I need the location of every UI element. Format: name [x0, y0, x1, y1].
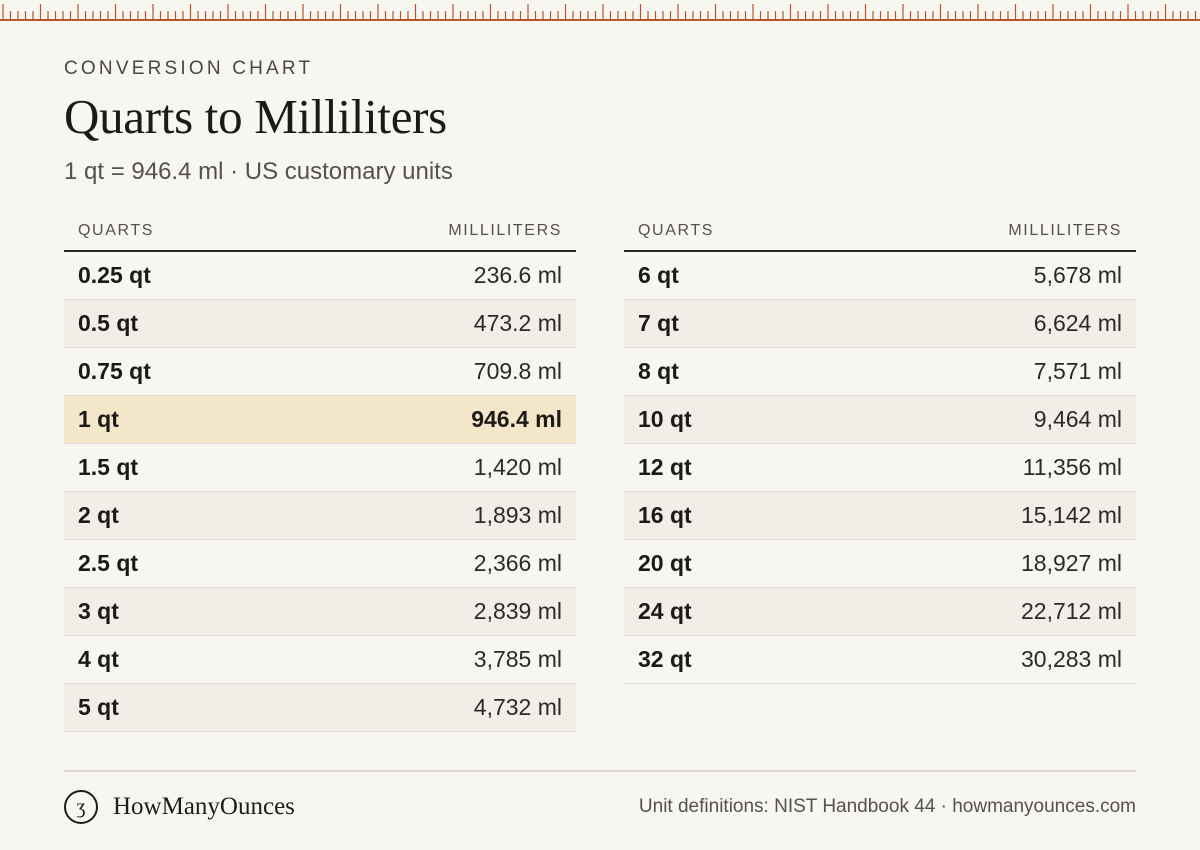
quarts-value: 24 qt — [638, 598, 692, 624]
column-header-quarts: QUARTS — [78, 222, 154, 239]
ounce-symbol-icon: ʒ — [64, 790, 98, 824]
quarts-value: 4 qt — [78, 646, 119, 672]
milliliters-value: 2,366 ml — [473, 550, 562, 576]
table-row: 12 qt 11,356 ml — [624, 444, 1136, 492]
column-header-milliliters: MILLILITERS — [448, 222, 562, 239]
table-row: 4 qt 3,785 ml — [64, 636, 576, 684]
table-body: 6 qt 5,678 ml 7 qt 6,624 ml 8 qt 7,571 ml 10 q… — [624, 252, 1136, 684]
milliliters-value: 2,839 ml — [473, 598, 562, 624]
table-row: 2 qt 1,893 ml — [64, 492, 576, 540]
milliliters-value: 18,927 ml — [1020, 550, 1122, 576]
quarts-value: 0.5 qt — [78, 310, 139, 336]
table-row: 32 qt 30,283 ml — [624, 636, 1136, 684]
quarts-value: 2.5 qt — [78, 550, 139, 576]
table-header: QUARTS MILLILITERS — [64, 212, 576, 252]
table-row: 24 qt 22,712 ml — [624, 588, 1136, 636]
milliliters-value: 4,732 ml — [473, 694, 562, 720]
quarts-value: 7 qt — [638, 310, 679, 336]
quarts-value: 2 qt — [78, 502, 119, 528]
milliliters-value: 1,893 ml — [473, 502, 562, 528]
milliliters-value: 1,420 ml — [473, 454, 562, 480]
milliliters-value: 22,712 ml — [1020, 598, 1122, 624]
quarts-value: 0.75 qt — [78, 358, 151, 384]
page-subtitle: 1 qt = 946.4 ml · US customary units — [64, 158, 453, 185]
quarts-value: 1 qt — [78, 406, 119, 432]
table-row: 5 qt 4,732 ml — [64, 684, 576, 732]
table-row: 3 qt 2,839 ml — [64, 588, 576, 636]
milliliters-value: 9,464 ml — [1033, 406, 1122, 432]
milliliters-value: 15,142 ml — [1020, 502, 1122, 528]
column-header-milliliters: MILLILITERS — [1008, 222, 1122, 239]
milliliters-value: 7,571 ml — [1033, 358, 1122, 384]
brand-name: HowManyOunces — [113, 793, 295, 820]
source-note: Unit definitions: NIST Handbook 44 · how… — [638, 796, 1136, 817]
quarts-value: 16 qt — [638, 502, 692, 528]
milliliters-value: 709.8 ml — [473, 358, 562, 384]
table-row: 2.5 qt 2,366 ml — [64, 540, 576, 588]
footer-divider — [64, 770, 1136, 772]
milliliters-value: 11,356 ml — [1022, 454, 1122, 480]
milliliters-value: 6,624 ml — [1033, 310, 1122, 336]
quarts-value: 0.25 qt — [78, 262, 151, 288]
milliliters-value: 3,785 ml — [473, 646, 562, 672]
table-row: 20 qt 18,927 ml — [624, 540, 1136, 588]
table-row: 0.5 qt 473.2 ml — [64, 300, 576, 348]
quarts-value: 6 qt — [638, 262, 679, 288]
ruler-decoration — [0, 4, 1200, 21]
quarts-value: 1.5 qt — [78, 454, 139, 480]
page-title: Quarts to Milliliters — [64, 89, 447, 144]
quarts-value: 20 qt — [638, 550, 692, 576]
table-row: 0.25 qt 236.6 ml — [64, 252, 576, 300]
quarts-value: 32 qt — [638, 646, 692, 672]
quarts-value: 5 qt — [78, 694, 119, 720]
milliliters-value: 236.6 ml — [473, 262, 562, 288]
column-header-quarts: QUARTS — [638, 222, 714, 239]
quarts-value: 12 qt — [638, 454, 692, 480]
brand-logo[interactable]: ʒ HowManyOunces — [64, 790, 295, 824]
conversion-table-right: QUARTS MILLILITERS 6 qt 5,678 ml 7 qt 6,624… — [624, 212, 1136, 684]
milliliters-value: 473.2 ml — [473, 310, 562, 336]
table-row: 1.5 qt 1,420 ml — [64, 444, 576, 492]
table-body: 0.25 qt 236.6 ml 0.5 qt 473.2 ml 0.75 qt 709.… — [64, 252, 576, 732]
milliliters-value: 30,283 ml — [1020, 646, 1122, 672]
eyebrow-label: CONVERSION CHART — [64, 58, 314, 79]
conversion-table-left: QUARTS MILLILITERS 0.25 qt 236.6 ml 0.5 qt… — [64, 212, 576, 732]
quarts-value: 8 qt — [638, 358, 679, 384]
milliliters-value: 5,678 ml — [1033, 262, 1122, 288]
table-row: 10 qt 9,464 ml — [624, 396, 1136, 444]
table-row: 16 qt 15,142 ml — [624, 492, 1136, 540]
quarts-value: 3 qt — [78, 598, 119, 624]
table-header: QUARTS MILLILITERS — [624, 212, 1136, 252]
table-row: 6 qt 5,678 ml — [624, 252, 1136, 300]
table-row: 0.75 qt 709.8 ml — [64, 348, 576, 396]
quarts-value: 10 qt — [638, 406, 692, 432]
milliliters-value: 946.4 ml — [471, 406, 562, 432]
table-row-highlighted: 1 qt 946.4 ml — [64, 396, 576, 444]
table-row: 7 qt 6,624 ml — [624, 300, 1136, 348]
table-row: 8 qt 7,571 ml — [624, 348, 1136, 396]
